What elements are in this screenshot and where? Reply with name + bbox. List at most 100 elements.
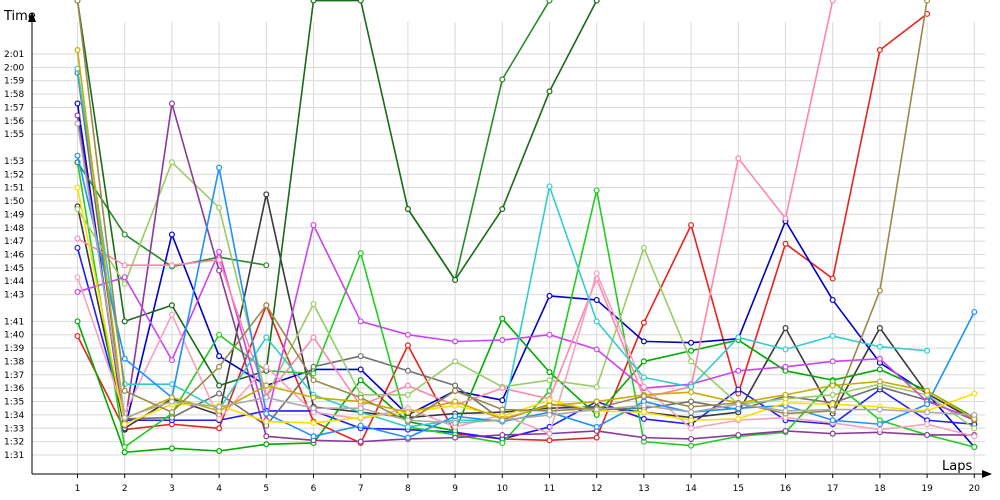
data-point [404, 206, 411, 213]
data-point [499, 439, 506, 446]
data-point [121, 318, 128, 325]
data-point [74, 112, 81, 119]
data-point [735, 401, 742, 408]
series-10 [74, 159, 978, 432]
data-point [121, 262, 128, 269]
data-point [499, 385, 506, 392]
data-point [452, 434, 459, 441]
data-point [782, 399, 789, 406]
data-point [593, 187, 600, 194]
data-point [876, 343, 883, 350]
y-tick-label: 1:57 [4, 103, 24, 113]
data-point [357, 0, 364, 4]
data-point [310, 0, 317, 4]
x-tick-label: 5 [263, 484, 269, 494]
data-point [74, 120, 81, 127]
data-point [640, 338, 647, 345]
data-point [263, 262, 270, 269]
data-point [782, 325, 789, 332]
data-point [263, 363, 270, 370]
data-point [74, 46, 81, 53]
data-point [216, 164, 223, 171]
data-point [74, 100, 81, 107]
x-tick-label: 7 [358, 484, 364, 494]
y-tick-label: 1:59 [4, 77, 24, 87]
y-tick-label: 1:58 [4, 90, 24, 100]
data-point [216, 204, 223, 211]
data-point [499, 417, 506, 424]
data-point [216, 331, 223, 338]
data-point [310, 433, 317, 440]
data-point [735, 367, 742, 374]
data-point [688, 409, 695, 416]
data-point [121, 421, 128, 428]
data-point [735, 415, 742, 422]
data-point [829, 406, 836, 413]
data-point [688, 442, 695, 449]
y-tick-label: 1:35 [4, 398, 24, 408]
y-tick-label: 2:01 [4, 50, 24, 60]
y-tick-label: 1:55 [4, 130, 24, 140]
x-tick-label: 8 [405, 484, 411, 494]
data-point [357, 414, 364, 421]
data-point [168, 357, 175, 364]
data-point [640, 374, 647, 381]
data-point [688, 222, 695, 229]
data-point [452, 358, 459, 365]
x-tick-label: 3 [169, 484, 175, 494]
data-point [357, 405, 364, 412]
data-point [168, 231, 175, 238]
data-point [782, 346, 789, 353]
data-point [452, 413, 459, 420]
data-point [121, 355, 128, 362]
data-point [357, 250, 364, 257]
y-tick-label: 1:46 [4, 251, 24, 261]
data-point [546, 402, 553, 409]
data-point [310, 370, 317, 377]
data-point [310, 222, 317, 229]
x-tick-label: 6 [311, 484, 317, 494]
data-point [593, 318, 600, 325]
data-point [829, 430, 836, 437]
data-point [74, 244, 81, 251]
x-tick-label: 4 [216, 484, 222, 494]
series-20 [74, 120, 978, 426]
data-point [971, 433, 978, 440]
data-point [688, 398, 695, 405]
data-point [971, 390, 978, 397]
data-point [357, 438, 364, 445]
data-point [829, 275, 836, 282]
data-point [499, 431, 506, 438]
data-point [971, 425, 978, 432]
data-point [782, 215, 789, 222]
y-tick-label: 1:38 [4, 357, 24, 367]
data-point [782, 391, 789, 398]
data-point [640, 358, 647, 365]
data-point [452, 276, 459, 283]
data-point [168, 262, 175, 269]
data-point [546, 88, 553, 95]
data-point [876, 325, 883, 332]
data-point [924, 387, 931, 394]
data-point [404, 423, 411, 430]
x-tick-label: 17 [827, 484, 838, 494]
data-point [499, 406, 506, 413]
data-point [168, 409, 175, 416]
x-tick-label: 19 [921, 484, 933, 494]
data-point [546, 183, 553, 190]
data-point [688, 389, 695, 396]
data-point [688, 417, 695, 424]
data-point [593, 398, 600, 405]
data-point [499, 337, 506, 344]
data-point [404, 382, 411, 389]
data-point [876, 46, 883, 53]
x-tick-label: 18 [874, 484, 886, 494]
x-tick-label: 11 [544, 484, 555, 494]
data-point [74, 288, 81, 295]
data-point [168, 398, 175, 405]
data-point [310, 394, 317, 401]
data-point [74, 333, 81, 340]
data-point [546, 397, 553, 404]
data-point [74, 0, 81, 4]
x-tick-label: 16 [780, 484, 792, 494]
